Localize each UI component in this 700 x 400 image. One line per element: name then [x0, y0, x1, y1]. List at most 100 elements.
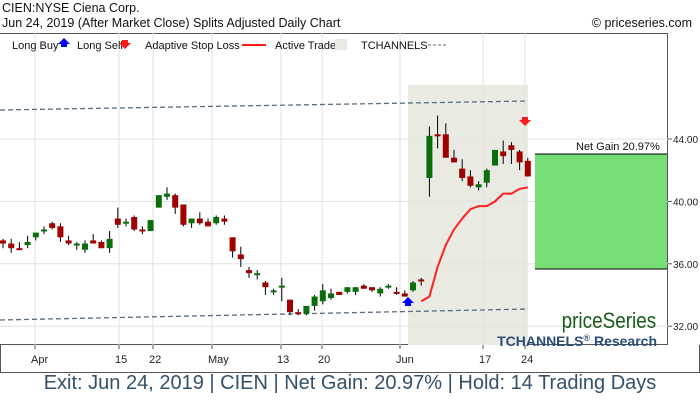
- candle: [172, 195, 179, 208]
- candle: [278, 285, 285, 288]
- candle: [410, 282, 416, 291]
- candle: [418, 279, 425, 282]
- candle: [188, 218, 195, 224]
- candle: [500, 151, 507, 157]
- x-tick-label: Apr: [31, 354, 48, 366]
- candle: [73, 243, 80, 246]
- candle: [483, 170, 490, 183]
- candle: [270, 290, 277, 293]
- x-tick-label: 20: [318, 354, 330, 366]
- candle: [442, 134, 449, 158]
- candle: [377, 288, 384, 294]
- priceseries-brand: priceSeries: [562, 309, 657, 334]
- candle: [147, 220, 154, 232]
- candle: [303, 305, 310, 314]
- candle: [360, 285, 367, 289]
- x-tick-label: Jun: [396, 354, 414, 366]
- candle: [287, 299, 293, 313]
- candle: [82, 243, 88, 250]
- candle: [123, 221, 129, 224]
- candle: [369, 287, 375, 291]
- tchannels-research-label: TCHANNELS® Research: [497, 333, 657, 349]
- trade-summary-footer: Exit: Jun 24, 2019 | CIEN | Net Gain: 20…: [43, 372, 657, 394]
- tchannel-upper: [0, 100, 529, 111]
- candle: [49, 223, 56, 228]
- candle: [0, 240, 6, 244]
- research-suffix: Research: [590, 333, 657, 349]
- x-tick-label: May: [208, 354, 229, 366]
- candle: [467, 176, 474, 186]
- chart-legend: Long Buy Long Sell Adaptive Stop Loss Ac…: [12, 38, 448, 52]
- research-brand: TCHANNELS: [497, 333, 583, 349]
- candle: [24, 241, 31, 246]
- legend-tchannels-label: TCHANNELS: [361, 40, 428, 52]
- plot-frame: [0, 33, 668, 345]
- x-tick-label: 15: [115, 354, 127, 366]
- candle: [434, 134, 441, 137]
- chart-subtitle: Jun 24, 2019 (After Market Close) Splits…: [2, 16, 341, 30]
- active-trade-swatch-icon: [335, 39, 347, 50]
- candle: [393, 291, 400, 294]
- candle: [237, 254, 244, 260]
- y-tick-label: 32.00: [673, 322, 698, 333]
- candle: [65, 240, 72, 244]
- candle: [311, 296, 318, 306]
- candle: [98, 241, 105, 249]
- candle: [131, 217, 138, 230]
- net-gain-label: Net Gain 20.97%: [576, 141, 660, 153]
- long-sell-arrow-icon: [119, 40, 131, 49]
- candle: [459, 168, 466, 178]
- x-tick-label: 22: [149, 354, 161, 366]
- copyright-label: © priceseries.com: [591, 16, 692, 30]
- long-sell-marker-icon: [519, 117, 531, 126]
- candle: [106, 238, 113, 249]
- candle: [262, 282, 269, 288]
- candle: [352, 287, 359, 292]
- candle: [164, 193, 170, 197]
- candle: [41, 229, 47, 232]
- candle: [155, 195, 162, 208]
- chart-title: CIEN:NYSE Ciena Corp.: [2, 1, 140, 15]
- candle: [196, 218, 203, 224]
- adaptive-stop-loss-line: [420, 186, 528, 303]
- candle: [492, 149, 498, 166]
- candle: [328, 293, 334, 299]
- y-tick-label: 40.00: [673, 197, 698, 208]
- candle: [254, 273, 261, 276]
- candle: [508, 145, 515, 150]
- candle: [221, 218, 228, 222]
- candle: [475, 184, 482, 188]
- legend-active-trade-label: Active Trade: [275, 40, 336, 52]
- x-tick-label: 24: [521, 354, 533, 366]
- net-gain-box: [535, 154, 667, 269]
- registered-mark: ®: [583, 333, 590, 343]
- candle: [426, 135, 433, 178]
- legend-stop-loss-label: Adaptive Stop Loss: [145, 40, 240, 52]
- candle: [229, 237, 236, 252]
- long-buy-arrow-icon: [58, 38, 70, 47]
- tchannel-lower: [0, 308, 529, 321]
- y-tick-label: 36.00: [673, 260, 698, 271]
- candle: [213, 217, 220, 224]
- candle: [246, 270, 252, 274]
- candle: [139, 229, 146, 232]
- candle: [90, 240, 97, 244]
- candle: [319, 290, 326, 302]
- candle: [385, 285, 392, 288]
- price-chart: 44.00 40.00 36.00 32.00 Apr 15 22 May 13 20 Jun 17 2…: [0, 33, 698, 366]
- candle: [524, 160, 531, 177]
- candle: [295, 312, 302, 315]
- candle: [336, 291, 343, 295]
- legend-long-buy-label: Long Buy: [12, 40, 59, 52]
- x-tick-label: 17: [479, 354, 491, 366]
- active-trade-region: [408, 85, 528, 345]
- candle: [344, 287, 351, 292]
- candle: [114, 218, 121, 225]
- legend-long-sell-label: Long Sell: [77, 40, 123, 52]
- x-tick-label: 13: [277, 354, 289, 366]
- candle: [8, 243, 15, 249]
- candle: [16, 248, 23, 251]
- candle: [401, 293, 408, 297]
- candle: [32, 232, 39, 238]
- candle: [57, 226, 64, 238]
